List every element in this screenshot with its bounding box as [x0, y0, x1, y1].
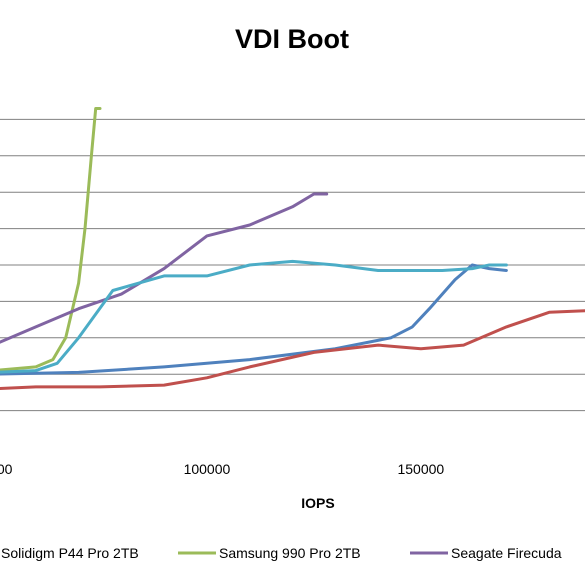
legend: Solidigm P44 Pro 2TB Samsung 990 Pro 2TB S… [1, 545, 562, 561]
chart-title: VDI Boot [235, 24, 349, 54]
x-tick-labels: 50000 100000 150000 [0, 461, 444, 477]
legend-label: Solidigm P44 Pro 2TB [1, 545, 139, 561]
legend-label: Samsung 990 Pro 2TB [219, 545, 361, 561]
legend-label: Seagate Firecuda [451, 545, 562, 561]
series-line-4 [0, 259, 508, 374]
series-line-1 [0, 263, 508, 376]
series-line-3 [0, 192, 329, 344]
series-line-2 [0, 107, 102, 372]
series-line-5 [0, 309, 585, 390]
series-layer [0, 107, 585, 390]
x-tick-label: 100000 [184, 461, 231, 477]
x-tick-label: 150000 [397, 461, 444, 477]
x-tick-label: 50000 [0, 461, 13, 477]
x-axis-label: IOPS [301, 495, 334, 511]
